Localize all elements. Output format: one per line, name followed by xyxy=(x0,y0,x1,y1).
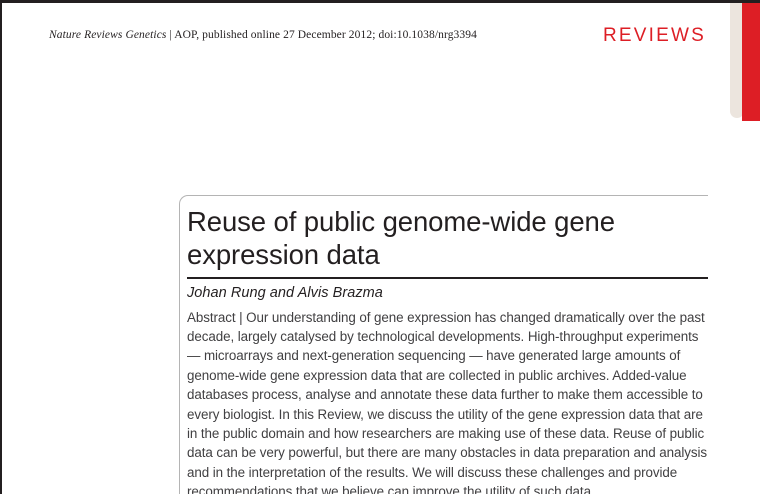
edge-tab-red-bar xyxy=(742,3,760,121)
article-abstract: Abstract | Our understanding of gene exp… xyxy=(187,309,707,494)
section-label-reviews: REVIEWS xyxy=(602,25,706,46)
article-header-block: Reuse of public genome-wide gene express… xyxy=(179,195,708,494)
journal-citation-line: Nature Reviews Genetics | AOP, published… xyxy=(49,29,477,41)
journal-name: Nature Reviews Genetics xyxy=(49,29,167,41)
title-divider-rule xyxy=(187,277,708,279)
article-title: Reuse of public genome-wide gene express… xyxy=(187,206,615,270)
journal-citation-details: AOP, published online 27 December 2012; … xyxy=(174,29,477,41)
journal-citation-separator: | xyxy=(166,29,175,41)
article-authors: Johan Rung and Alvis Brazma xyxy=(187,284,383,301)
edge-tab-beige-strip xyxy=(730,3,744,118)
